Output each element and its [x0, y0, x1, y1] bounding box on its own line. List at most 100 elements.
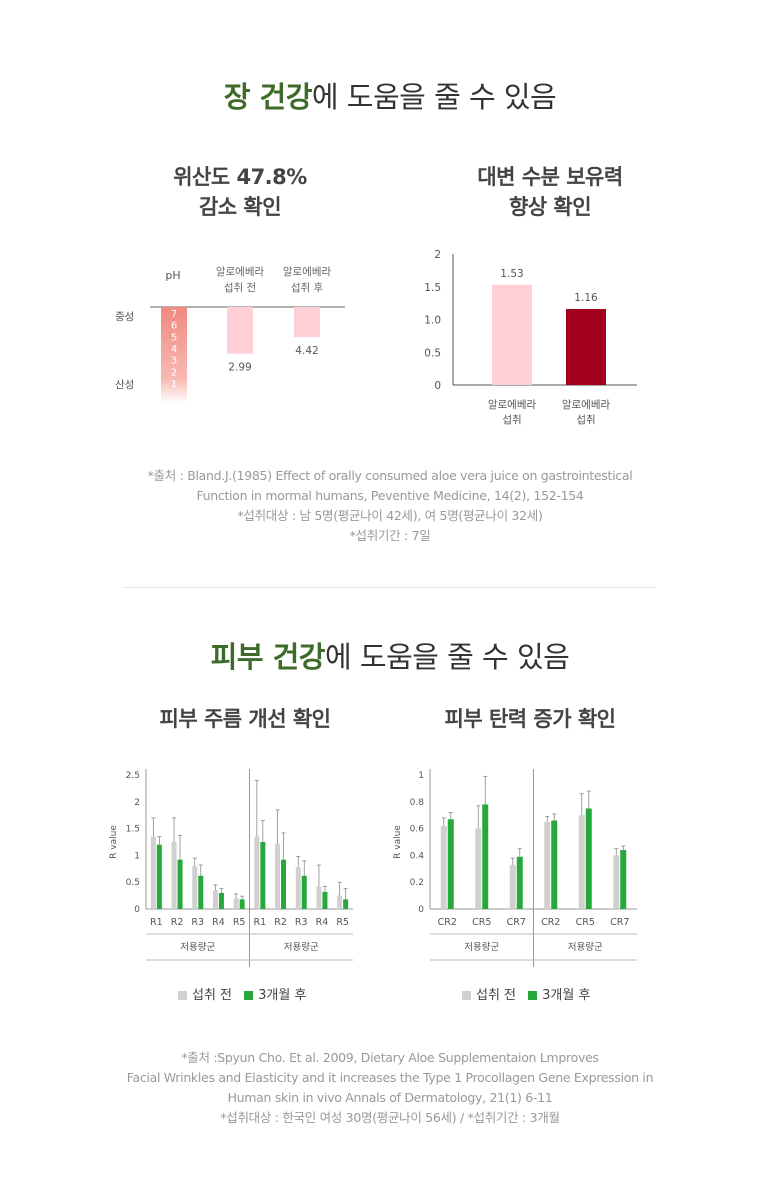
ph-scale-tick: 7	[171, 309, 177, 320]
x-category-label: R3	[295, 917, 308, 928]
y-tick-label: 0.8	[410, 798, 425, 808]
elastic-chart: 0 0.2 0.4 0.6 0.8 1 R value CR2 CR5 CR7 저용량군 CR2 CR5…	[393, 769, 637, 967]
y-tick-label: 0	[418, 905, 424, 915]
source2-line4: *섭취대상 : 한국인 여성 30명(평균나이 56세) / *섭취기간 : 3…	[220, 1110, 560, 1125]
legend-after-swatch	[528, 991, 538, 1000]
bar-after	[482, 804, 489, 909]
ph-bar-2	[294, 307, 320, 338]
y-tick-label: 0.4	[410, 851, 425, 861]
stool-category-label: 알로에베라	[562, 399, 611, 411]
source2-line1: *출처 :Spyun Cho. Et al. 2009, Dietary Alo…	[181, 1050, 599, 1065]
legend-after-label: 3개월 후	[258, 988, 307, 1003]
neutral-label: 중성	[115, 311, 134, 323]
stool-category-label: 섭취	[576, 414, 595, 426]
bar-after	[322, 891, 328, 909]
legend-before-swatch	[462, 991, 471, 1000]
y-tick-label: 1.5	[126, 825, 140, 835]
y-tick-label: 0	[134, 905, 140, 915]
bar-after	[198, 875, 204, 909]
stool-y-tick: 0	[434, 380, 441, 392]
source2-line2: Facial Wrinkles and Elasticity and it in…	[126, 1070, 654, 1085]
stool-chart-title: 대변 수분 보유력 향상 확인	[420, 162, 680, 222]
section-title-highlight: 장 건강	[223, 80, 313, 114]
ph-scale-tick: 3	[171, 356, 177, 367]
before-column-label-2: 섭취 전	[224, 282, 256, 294]
bar-after	[516, 856, 523, 909]
y-tick-label: 1	[134, 851, 140, 861]
group-label: 저용량군	[464, 941, 499, 953]
x-category-label: R1	[150, 917, 163, 928]
stool-category-label: 섭취	[502, 414, 521, 426]
ph-scale-bar	[161, 307, 187, 403]
section2-title-rest: 에 도움을 줄 수 있음	[325, 640, 570, 674]
x-category-label: R2	[274, 917, 287, 928]
ph-chart-title-line2: 감소 확인	[198, 195, 282, 219]
source-text-1: *출처 : Bland.J.(1985) Effect of orally co…	[0, 466, 780, 546]
ph-column-label: pH	[165, 269, 180, 282]
ph-bar-label-2: 4.42	[295, 345, 318, 357]
wrinkle-chart: 0 0.5 1 1.5 2 2.5 R value R1 R2 R3 R4 R5 저용량군 R1 R2 R3 R…	[109, 769, 353, 967]
elastic-legend: 섭취 전 3개월 후	[462, 984, 590, 1003]
source1-line4: *섭취기간 : 7일	[349, 528, 431, 543]
stool-y-tick: 2	[434, 249, 441, 261]
ph-bar-1	[227, 307, 253, 354]
elastic-chart-title: 피부 탄력 증가 확인	[444, 707, 617, 731]
bar-before	[544, 821, 551, 909]
stool-bar-2	[566, 309, 606, 385]
ph-chart-title: 위산도 47.8% 감소 확인	[110, 162, 370, 222]
bar-after	[281, 859, 287, 909]
x-category-label: R3	[191, 917, 204, 928]
x-category-label: CR7	[507, 917, 526, 928]
bar-before	[295, 867, 301, 909]
wrinkle-chart-title: 피부 주름 개선 확인	[159, 707, 332, 731]
stool-bar-label-1: 1.53	[500, 268, 523, 280]
after-column-label-1: 알로에베라	[283, 266, 332, 278]
x-category-label: R5	[233, 917, 246, 928]
stool-chart-title-line2: 향상 확인	[508, 195, 592, 219]
bar-after	[239, 899, 245, 909]
bar-before	[316, 886, 322, 909]
stool-category-label: 알로에베라	[488, 399, 537, 411]
section2-title-highlight: 피부 건강	[210, 640, 326, 674]
section-title-rest: 에 도움을 줄 수 있음	[311, 80, 557, 114]
after-column-label-2: 섭취 후	[291, 282, 324, 294]
y-tick-label: 2.5	[126, 771, 140, 781]
source1-line2: Function in mormal humans, Peventive Med…	[196, 488, 584, 503]
bar-after	[343, 899, 349, 909]
acid-label: 산성	[115, 379, 134, 391]
y-tick-label: 0.2	[410, 878, 424, 888]
bar-after	[218, 892, 224, 909]
bar-after	[260, 842, 266, 909]
x-category-label: R1	[254, 917, 267, 928]
legend-before-swatch	[178, 991, 187, 1000]
y-axis-label: R value	[109, 825, 119, 859]
bar-before	[440, 825, 447, 909]
legend-before-label: 섭취 전	[192, 988, 233, 1003]
bar-before	[254, 836, 260, 909]
bar-before	[171, 842, 177, 909]
section-title-gut: 장 건강에 도움을 줄 수 있음	[0, 74, 780, 116]
y-tick-label: 1	[418, 771, 424, 781]
bar-after	[156, 844, 162, 909]
bar-after	[620, 850, 627, 909]
legend-after-swatch	[244, 991, 254, 1000]
bar-before	[578, 815, 585, 909]
group-label: 저용량군	[284, 941, 319, 953]
source1-line3: *섭취대상 : 남 5명(평균나이 42세), 여 5명(평균나이 32세)	[237, 508, 543, 523]
bar-after	[585, 808, 592, 909]
ph-scale-tick: 1	[171, 379, 177, 390]
x-category-label: R4	[316, 917, 329, 928]
group-label: 저용량군	[568, 941, 603, 953]
stool-y-tick: 0.5	[424, 347, 441, 359]
x-category-label: CR5	[576, 917, 595, 928]
x-category-label: R2	[171, 917, 184, 928]
wrinkle-legend: 섭취 전 3개월 후	[178, 984, 306, 1003]
section-divider	[123, 587, 656, 588]
y-tick-label: 0.6	[410, 825, 425, 835]
ph-scale-tick: 5	[171, 332, 177, 343]
stool-y-tick: 1.0	[424, 315, 441, 327]
bar-after	[551, 820, 558, 909]
source2-line3: Human skin in vivo Annals of Dermatology…	[227, 1090, 553, 1105]
